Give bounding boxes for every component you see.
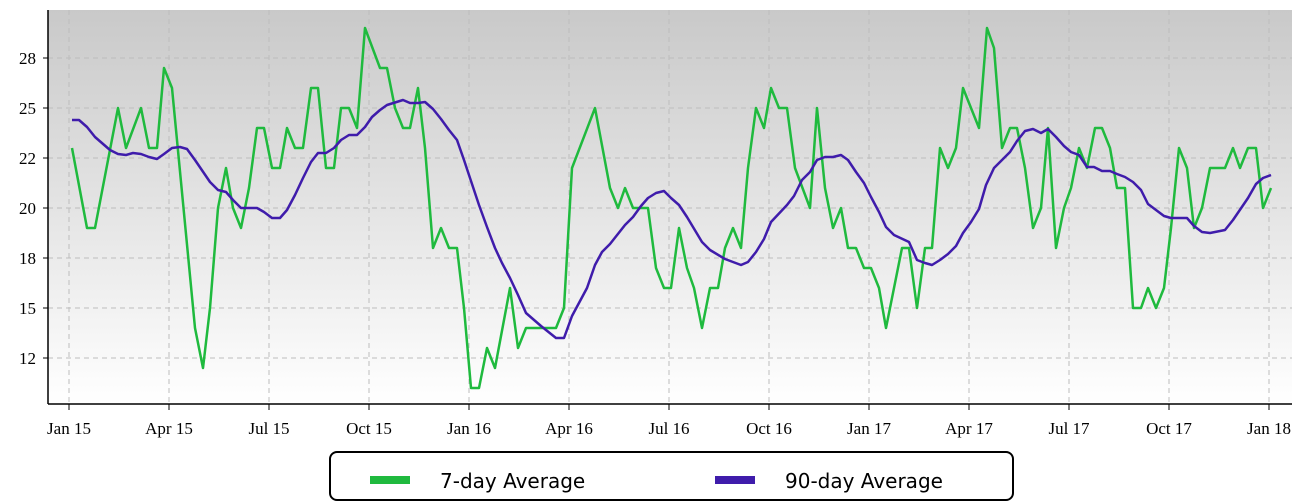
series-line [70, 26, 1273, 390]
y-tick-label: 28 [19, 49, 36, 68]
x-tick-label: Oct 17 [1146, 419, 1192, 438]
y-tick-label: 25 [19, 99, 36, 118]
y-tick-label: 18 [19, 249, 36, 268]
lines [70, 26, 1273, 390]
x-tick-label: Jul 17 [1048, 419, 1090, 438]
y-tick-label: 15 [19, 299, 36, 318]
x-tick-label: Apr 15 [145, 419, 193, 438]
x-tick-label: Apr 17 [945, 419, 993, 438]
x-tick-label: Jul 16 [648, 419, 689, 438]
legend-swatch [370, 476, 410, 484]
y-tick-label: 22 [19, 149, 36, 168]
x-tick-label: Jan 17 [847, 419, 891, 438]
legend-label: 7-day Average [440, 469, 585, 493]
y-tick-label: 20 [19, 199, 36, 218]
x-tick-label: Apr 16 [545, 419, 593, 438]
x-tick-label: Jan 16 [447, 419, 491, 438]
grid [48, 10, 1292, 404]
x-tick-label: Oct 16 [746, 419, 792, 438]
legend-entries: 7-day Average 90-day Average [370, 469, 943, 493]
plot-area [48, 10, 1292, 404]
x-tick-label: Jul 15 [248, 419, 289, 438]
legend-label: 90-day Average [785, 469, 943, 493]
x-tick-label: Oct 15 [346, 419, 392, 438]
y-tick-label: 12 [19, 349, 36, 368]
legend-swatch [715, 476, 755, 484]
series-line [72, 98, 1272, 340]
x-tick-label: Jan 18 [1247, 419, 1291, 438]
x-tick-label: Jan 15 [47, 419, 91, 438]
legend [329, 451, 1014, 501]
tick-labels: 12 15 18 20 22 25 28 Jan 15 Apr 15 Jul 15 Oct 15 Ja… [19, 49, 1291, 438]
